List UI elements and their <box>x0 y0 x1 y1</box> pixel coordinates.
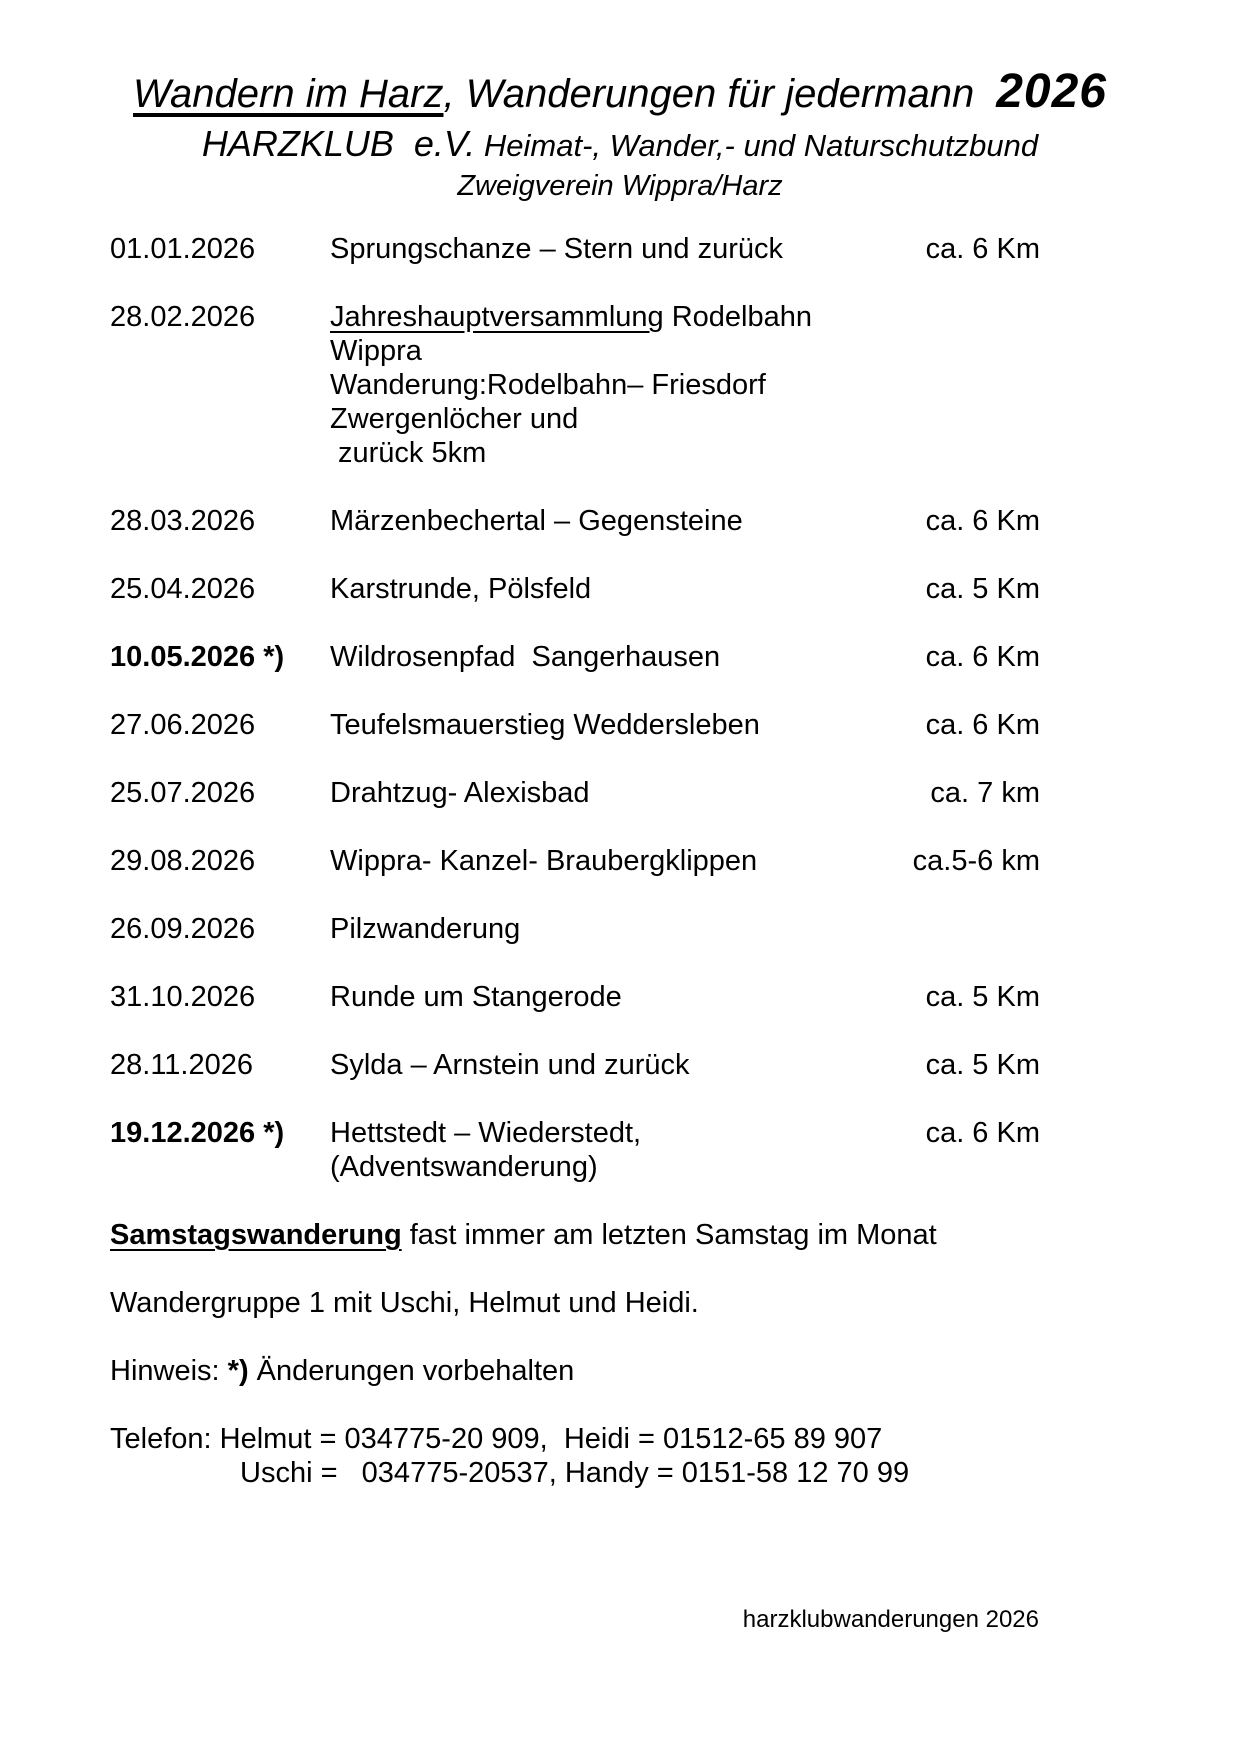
schedule-row: 25.04.2026 Karstrunde, Pölsfeld ca. 5 Km <box>110 572 1040 606</box>
hike-date: 26.09.2026 <box>110 913 256 945</box>
page-footer: harzklubwanderungen 2026 <box>742 1606 1039 1633</box>
hike-title: Sprungschanze – Stern und zurück <box>330 233 783 265</box>
hike-title: Wildrosenpfad Sangerhausen <box>330 641 721 673</box>
samstag-note: Samstagswanderung fast immer am letzten … <box>110 1218 1130 1252</box>
schedule-row: 28.03.2026 Märzenbechertal – Gegensteine… <box>110 504 1040 538</box>
page-title-year: 2026 <box>996 65 1107 118</box>
hint-note: Hinweis: *) Änderungen vorbehalten <box>110 1354 1130 1388</box>
hike-date: 25.04.2026 <box>110 573 256 605</box>
hike-title: Karstrunde, Pölsfeld <box>330 573 592 605</box>
hike-distance: ca. 5 Km <box>925 981 1040 1013</box>
hike-date: 28.02.2026 <box>110 301 256 333</box>
schedule-row: 10.05.2026 *) Wildrosenpfad Sangerhausen… <box>110 640 1040 674</box>
document-header: Wandern im Harz, Wanderungen für jederma… <box>0 0 1240 204</box>
hike-title-underlined: Jahreshauptversammlung <box>330 301 664 333</box>
hike-distance: ca. 6 Km <box>925 505 1040 537</box>
hike-distance: ca. 6 Km <box>925 233 1040 265</box>
hike-date: 28.11.2026 <box>110 1049 253 1081</box>
hike-distance: ca. 5 Km <box>925 1049 1040 1081</box>
branch-line: Zweigverein Wippra/Harz <box>457 170 783 202</box>
hike-title: Pilzwanderung <box>330 913 521 945</box>
hike-date: 29.08.2026 <box>110 845 256 877</box>
hike-title-line2: Wanderung:Rodelbahn– Friesdorf Zwergenlö… <box>330 369 774 435</box>
samstag-note-title: Samstagswanderung <box>110 1219 402 1251</box>
hike-date: 28.03.2026 <box>110 505 256 537</box>
page-title-rest: , Wanderungen für jedermann <box>443 72 975 116</box>
hike-title: Wippra- Kanzel- Braubergklippen <box>330 845 758 877</box>
hike-title: Teufelsmauerstieg Weddersleben <box>330 709 760 741</box>
hike-distance: ca. 6 Km <box>925 709 1040 741</box>
phone-note: Telefon: Helmut = 034775-20 909, Heidi =… <box>110 1422 1130 1490</box>
schedule-row: 01.01.2026 Sprungschanze – Stern und zur… <box>110 232 1040 266</box>
hike-schedule: 01.01.2026 Sprungschanze – Stern und zur… <box>110 232 1040 1184</box>
hint-star: *) <box>227 1355 249 1387</box>
schedule-row: 28.11.2026 Sylda – Arnstein und zurück c… <box>110 1048 1040 1082</box>
hike-distance: ca. 7 km <box>930 777 1040 809</box>
hint-label: Hinweis: <box>110 1355 228 1387</box>
phone-line1: Telefon: Helmut = 034775-20 909, Heidi =… <box>110 1423 883 1455</box>
hike-title: Sylda – Arnstein und zurück <box>330 1049 690 1081</box>
schedule-row: 27.06.2026 Teufelsmauerstieg Wedderslebe… <box>110 708 1040 742</box>
hint-rest: Änderungen vorbehalten <box>248 1355 575 1387</box>
hike-title: Hettstedt – Wiederstedt, (Adventswanderu… <box>330 1117 650 1183</box>
hike-title: Drahtzug- Alexisbad <box>330 777 590 809</box>
hike-date: 01.01.2026 <box>110 233 256 265</box>
hike-distance: ca. 5 Km <box>925 573 1040 605</box>
hike-title: Jahreshauptversammlung Rodelbahn Wippra W… <box>330 300 895 470</box>
hike-date: 27.06.2026 <box>110 709 256 741</box>
page-title-main: Wandern im Harz <box>133 72 444 116</box>
hike-date: 19.12.2026 *) <box>110 1117 285 1149</box>
schedule-row: 29.08.2026 Wippra- Kanzel- Braubergklipp… <box>110 844 1040 878</box>
hike-distance: ca. 6 Km <box>925 1117 1040 1149</box>
org-description: Heimat-, Wander,- und Naturschutzbund <box>475 128 1039 163</box>
hike-title: Märzenbechertal – Gegensteine <box>330 505 743 537</box>
org-line: HARZKLUB e.V. Heimat-, Wander,- und Natu… <box>0 122 1240 168</box>
org-name: HARZKLUB e.V. <box>201 123 476 164</box>
hike-date: 31.10.2026 <box>110 981 256 1013</box>
hike-date: 10.05.2026 *) <box>110 641 285 673</box>
schedule-row: 31.10.2026 Runde um Stangerode ca. 5 Km <box>110 980 1040 1014</box>
hike-title-line3: zurück 5km <box>338 437 487 469</box>
samstag-note-rest: fast immer am letzten Samstag im Monat <box>401 1219 937 1251</box>
hike-distance: ca. 6 Km <box>925 641 1040 673</box>
hike-title: Runde um Stangerode <box>330 981 622 1013</box>
hike-distance: ca.5-6 km <box>912 845 1040 877</box>
hike-date: 25.07.2026 <box>110 777 256 809</box>
hike-title-rest: Rodelbahn Wippra <box>330 301 821 367</box>
group-note: Wandergruppe 1 mit Uschi, Helmut und Hei… <box>110 1287 699 1319</box>
schedule-row: 19.12.2026 *) Hettstedt – Wiederstedt, (… <box>110 1116 1040 1184</box>
schedule-row: 28.02.2026 Jahreshauptversammlung Rodelb… <box>110 300 1040 470</box>
notes-section: Samstagswanderung fast immer am letzten … <box>110 1218 1130 1490</box>
schedule-row: 26.09.2026 Pilzwanderung <box>110 912 1040 946</box>
phone-line2: Uschi = 034775-20537, Handy = 0151-58 12… <box>240 1457 910 1489</box>
schedule-row: 25.07.2026 Drahtzug- Alexisbad ca. 7 km <box>110 776 1040 810</box>
page-title: Wandern im Harz, Wanderungen für jederma… <box>0 64 1240 122</box>
